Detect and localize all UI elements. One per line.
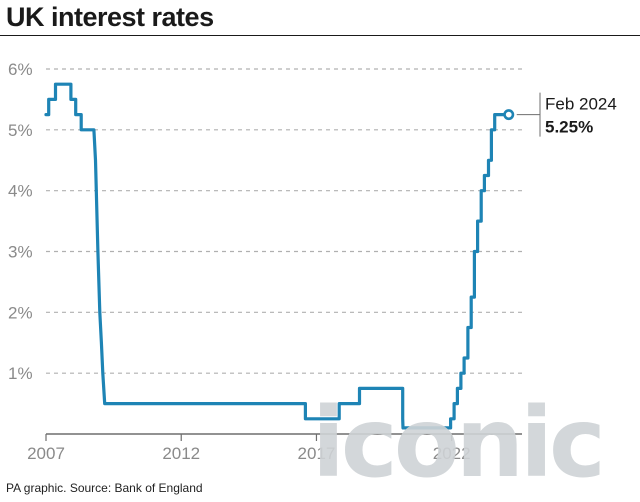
y-tick-label: 6% [8,60,33,79]
y-tick-label: 2% [8,303,33,322]
x-tick-label: 2007 [27,444,65,463]
title-divider [0,35,640,36]
y-axis-ticks: 1% 2% 3% 4% 5% 6% [8,60,33,383]
source-note: PA graphic. Source: Bank of England [6,481,203,495]
annotation-date: Feb 2024 [545,95,617,114]
y-tick-label: 4% [8,182,33,201]
x-tick-label: 2017 [298,444,336,463]
y-tick-label: 3% [8,243,33,262]
interest-rate-chart: 1% 2% 3% 4% 5% 6% 2007 2012 2017 2022 Feb 2024 5.… [8,60,617,463]
series-line [44,82,511,430]
y-tick-label: 5% [8,121,33,140]
annotation: Feb 2024 5.25% [503,92,617,137]
x-tick-label: 2012 [162,444,200,463]
y-tick-label: 1% [8,364,33,383]
x-axis-ticks: 2007 2012 2017 2022 [27,434,471,463]
chart-title: UK interest rates [6,2,214,32]
latest-point-marker [503,109,515,121]
annotation-value: 5.25% [545,118,593,137]
gridlines [46,68,522,374]
series-layer [44,82,511,430]
x-tick-label: 2022 [433,444,471,463]
